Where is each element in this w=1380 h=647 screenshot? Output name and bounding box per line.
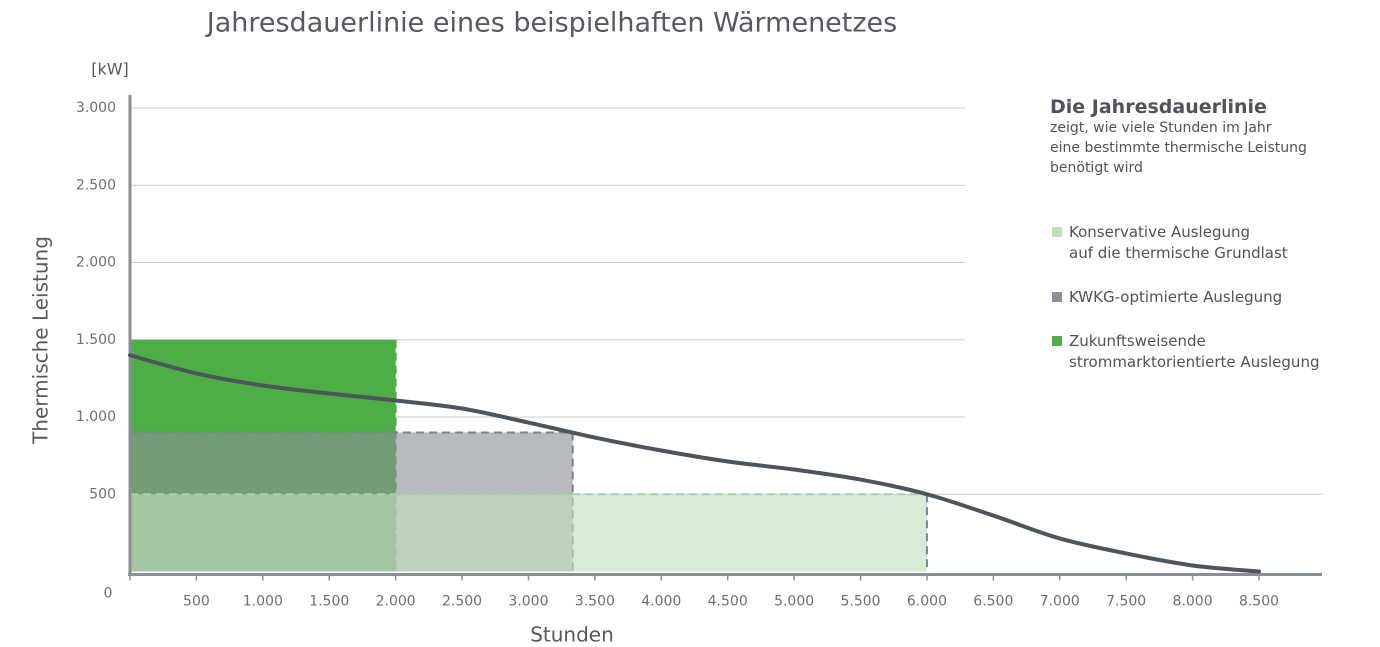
x-tick-label: 8.500 — [1239, 594, 1279, 610]
x-tick-label: 8.000 — [1173, 594, 1213, 610]
y-tick-label: 500 — [89, 486, 116, 502]
x-tick-label: 5.000 — [774, 594, 814, 610]
x-tick-label: 7.500 — [1106, 594, 1146, 610]
bar — [130, 494, 927, 572]
x-tick-label: 3.500 — [575, 594, 615, 610]
x-tick-label: 6.000 — [907, 594, 947, 610]
info-text: zeigt, wie viele Stunden im Jahr eine be… — [1050, 120, 1307, 176]
legend-entry: KWKG-optimierte Auslegung — [1052, 287, 1372, 308]
x-tick-label: 5.500 — [840, 594, 880, 610]
x-tick-label: 0 — [104, 586, 113, 602]
legend-label: KWKG-optimierte Auslegung — [1069, 288, 1283, 306]
duration-curve — [128, 353, 1261, 574]
y-tick-label: 1.500 — [76, 332, 116, 348]
x-tick-label: 500 — [183, 594, 210, 610]
x-tick-label: 1.500 — [309, 594, 349, 610]
y-axis-label: Thermische Leistung — [29, 236, 53, 445]
x-tick-label: 7.000 — [1040, 594, 1080, 610]
legend-entry: Konservative Auslegung auf die thermisch… — [1052, 222, 1372, 264]
info-title: Die Jahresdauerlinie — [1050, 96, 1267, 118]
legend-swatch — [1052, 227, 1062, 237]
x-tick-label: 4.000 — [641, 594, 681, 610]
bars — [130, 339, 928, 572]
x-tick-label: 2.000 — [376, 594, 416, 610]
legend: Konservative Auslegung auf die thermisch… — [1052, 222, 1372, 396]
legend-swatch — [1052, 292, 1062, 302]
x-tick-label: 2.500 — [442, 594, 482, 610]
legend-entry: Zukunftsweisende strommarktorientierte A… — [1052, 331, 1372, 373]
x-axis-label: Stunden — [530, 623, 614, 647]
x-tick-label: 6.500 — [973, 594, 1013, 610]
legend-swatch — [1052, 336, 1062, 346]
y-tick-label: 3.000 — [76, 100, 116, 116]
y-tick-label: 1.000 — [76, 409, 116, 425]
x-tick-label: 1.000 — [243, 594, 283, 610]
legend-label: Konservative Auslegung auf die thermisch… — [1069, 223, 1288, 262]
x-tick-label: 3.000 — [508, 594, 548, 610]
chart-title: Jahresdauerlinie eines beispielhaften Wä… — [205, 8, 897, 39]
x-tick-label: 4.500 — [708, 594, 748, 610]
info-box: Die Jahresdauerlinie zeigt, wie viele St… — [1050, 96, 1370, 178]
y-tick-label: 2.500 — [76, 177, 116, 193]
unit-label: [kW] — [91, 60, 129, 79]
y-tick-label: 2.000 — [76, 255, 116, 271]
legend-label: Zukunftsweisende strommarktorientierte A… — [1069, 332, 1320, 371]
